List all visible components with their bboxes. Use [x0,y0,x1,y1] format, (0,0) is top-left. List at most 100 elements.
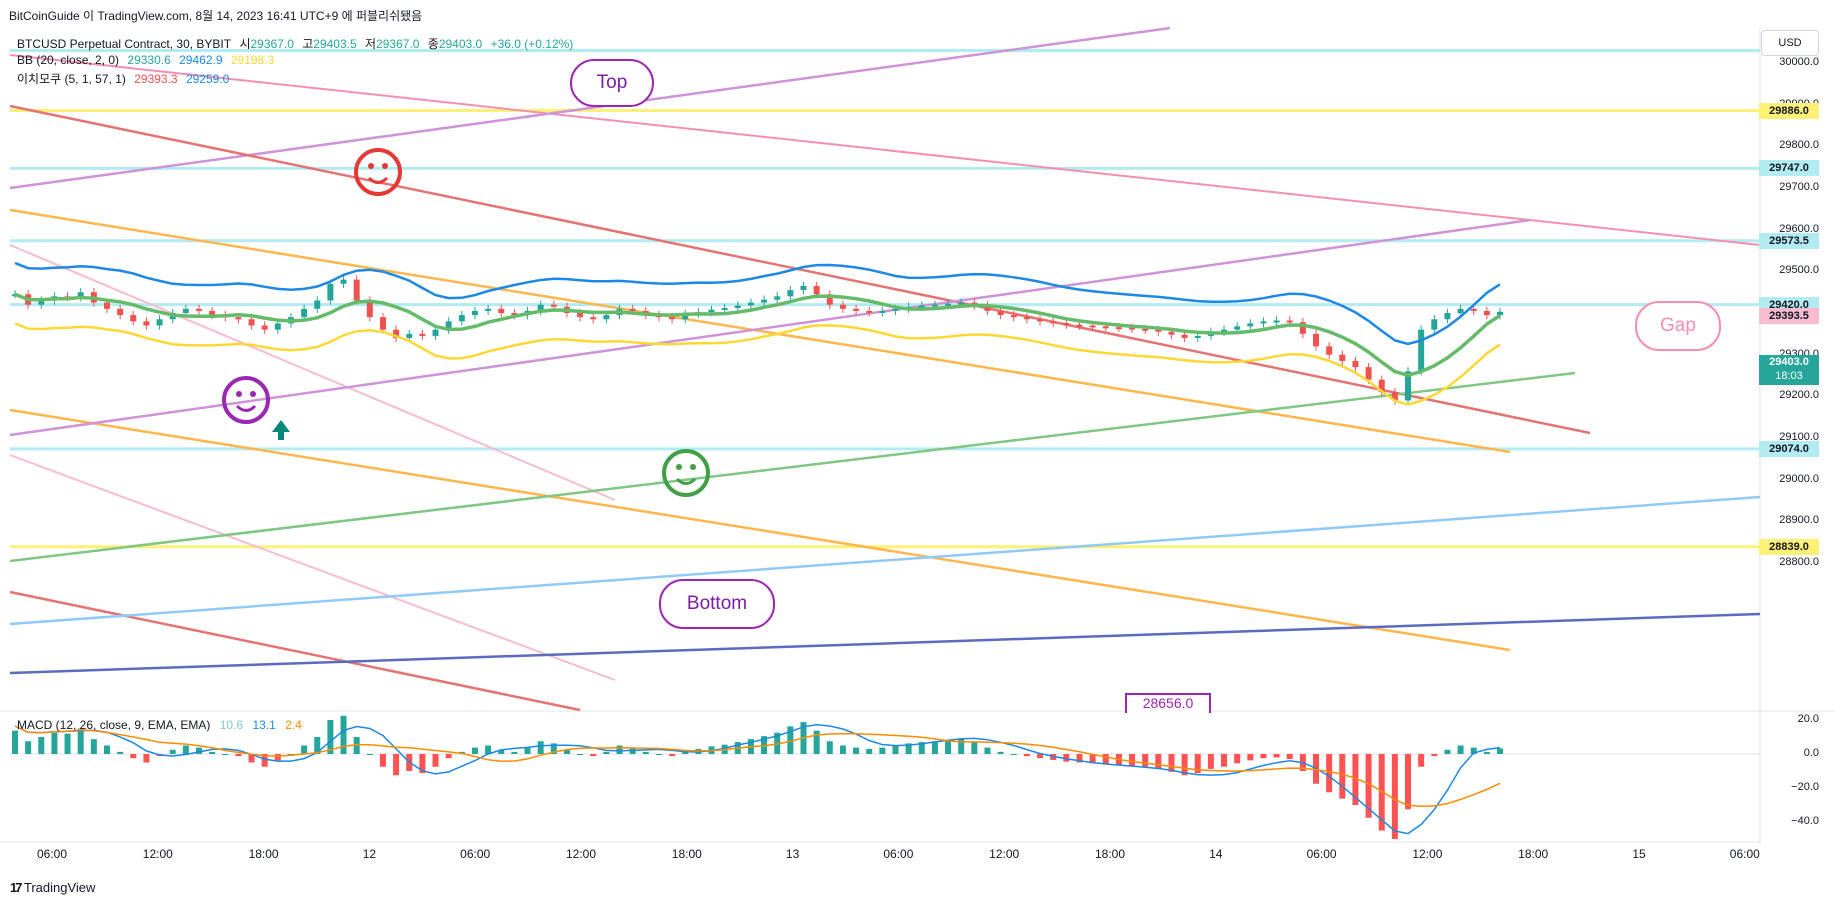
candle [931,304,938,307]
candle [1010,315,1017,318]
symbol-legend: BTCUSD Perpetual Contract, 30, BYBIT 시29… [17,35,578,52]
candle [209,310,216,316]
macd-histogram-bar [327,720,334,754]
macd-histogram-bar [1194,754,1201,774]
candle [432,329,439,336]
candle [1313,333,1320,347]
confused-face-icon-eye [690,464,696,470]
candle [761,299,768,303]
candle [682,313,689,320]
low-value: 29367.0 [376,37,420,51]
candle [826,294,833,305]
candle [866,310,873,313]
candle [1391,392,1398,401]
candle [734,305,741,308]
currency-button[interactable]: USD [1761,30,1819,56]
macd-histogram-bar [1023,754,1030,757]
price-badge: 29393.5 [1759,307,1819,324]
trend-line-9 [9,371,1576,563]
change-value: +36.0 (+0.12%) [490,37,574,51]
smiley-icon-eye [382,163,388,169]
candle [1260,321,1267,324]
macd-histogram-bar [537,741,544,754]
candle [1273,320,1280,323]
candle [721,308,728,310]
candle [1142,328,1149,331]
macd-histogram-bar [248,754,255,763]
candle [117,308,124,316]
candle [1089,325,1096,328]
price-tick: 28900.0 [1779,514,1819,527]
macd-histogram-bar [445,754,452,759]
macd-signal-line [14,725,1501,808]
bb-legend: BB (20, close, 2, 0) 29330.6 29462.9 291… [17,53,279,67]
macd-histogram-bar [235,754,242,757]
macd-histogram-bar [1339,754,1346,799]
macd-histogram-bar [353,737,360,754]
candle [590,317,597,320]
price-badge: 29074.0 [1759,440,1819,457]
macd-line-value: 13.1 [252,718,276,732]
top-callout[interactable]: Top [570,59,654,107]
macd-tick: 20.0 [1797,713,1819,725]
price-badge: 29747.0 [1759,160,1819,177]
macd-histogram-bar [1260,754,1267,759]
footer-text: TradingView [23,880,96,895]
macd-histogram-bar [379,754,386,767]
macd-tick: 0.0 [1803,747,1819,759]
candle [800,285,807,291]
time-tick: 18:00 [1518,847,1549,861]
candle [1247,323,1254,327]
macd-histogram-bar [301,745,308,754]
macd-histogram-bar [38,737,45,754]
candle [485,308,492,311]
macd-histogram-bar [1076,754,1083,763]
price-badge: 28839.0 [1759,538,1819,555]
macd-histogram-bar [826,741,833,754]
smiley-icon [354,148,402,196]
macd-histogram-bar [1010,754,1017,755]
trend-line-11 [9,612,1761,675]
macd-histogram-bar [1326,754,1333,793]
candle [1431,319,1438,330]
candle [182,308,189,313]
gap-callout[interactable]: Gap [1635,301,1721,351]
candle [918,305,925,308]
price-tick: 29100.0 [1779,431,1819,443]
macd-histogram-bar [1352,754,1359,805]
macd-histogram-bar [1089,754,1096,764]
macd-histogram-bar [1063,754,1070,762]
candle [1050,321,1057,324]
macd-histogram-bar [984,747,991,754]
macd-histogram-bar [971,742,978,754]
candle [1497,311,1503,316]
floating-price-label[interactable]: 28656.0 [1125,693,1211,713]
macd-legend: MACD (12, 26, close, 9, EMA, EMA) 10.6 1… [17,718,308,732]
macd-histogram-bar [1286,754,1293,760]
ichimoku-legend: 이치모쿠 (5, 1, 57, 1) 29393.3 29259.0 [17,70,234,87]
macd-histogram-bar [511,751,518,754]
candle [143,321,150,326]
candle [537,304,544,311]
candle [458,315,465,322]
macd-histogram-bar [1168,754,1175,772]
ichimoku-label: 이치모쿠 (5, 1, 57, 1) [17,72,126,86]
macd-histogram-bar [853,747,860,754]
ichimoku-v1: 29393.3 [134,72,178,86]
candle [1076,324,1083,327]
time-tick: 12:00 [142,847,173,861]
macd-histogram-bar [90,739,97,754]
tradingview-logo[interactable]: 17 TradingView [10,880,95,895]
bottom-callout[interactable]: Bottom [659,579,775,629]
candle [853,308,860,311]
macd-histogram-bar [274,754,281,761]
macd-tick: −40.0 [1791,815,1819,827]
macd-histogram-bar [1457,745,1464,754]
macd-histogram-bar [1037,754,1044,759]
macd-histogram-bar [603,751,610,754]
macd-histogram-bar [945,740,952,754]
macd-histogram-bar [12,730,18,754]
close-label: 종 [427,37,439,51]
trend-line-5 [9,244,616,501]
